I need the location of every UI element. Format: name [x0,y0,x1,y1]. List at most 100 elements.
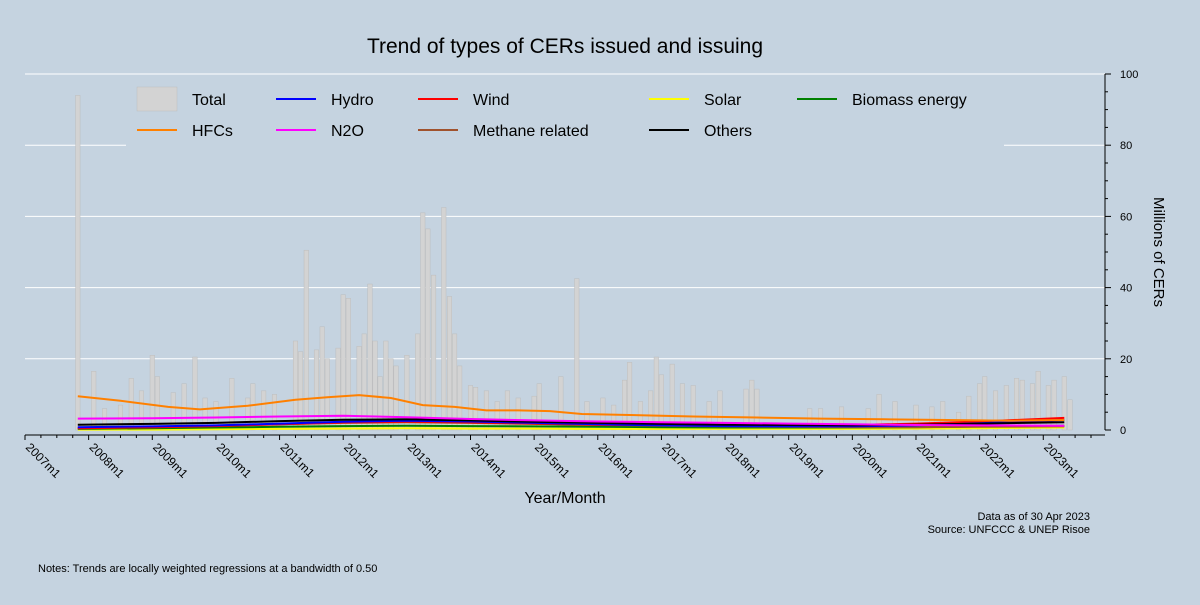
bar-total-10 [192,356,198,431]
source-note: Source: UNFCCC & UNEP Risoe [928,524,1090,536]
bar-total-56 [611,404,617,431]
x-tick-label: 2023m1 [1041,440,1082,481]
legend-label-others: Others [704,123,752,140]
bar-total-18 [292,340,298,431]
x-tick-label: 2008m1 [87,440,128,481]
bar-total-67 [717,390,723,431]
bar-total-87 [1019,379,1025,431]
data-date-note: Data as of 30 Apr 2023 [977,511,1090,523]
y-tick-label: 40 [1120,283,1132,295]
bar-total-20 [303,249,309,431]
legend-label-total: Total [192,92,226,109]
x-tick-label: 2015m1 [532,440,573,481]
x-tick-label: 2022m1 [978,440,1019,481]
bar-total-28 [361,333,367,431]
legend-label-wind: Wind [473,92,509,109]
bar-total-64 [679,383,685,431]
legend: Total Hydro Wind Solar Biomass energy HFCs N2O… [126,80,1004,148]
bar-total-19 [298,351,304,431]
bar-total-15 [250,383,256,431]
y-tick-label: 60 [1120,211,1132,223]
bar-total-83 [982,376,988,431]
x-tick-label: 2010m1 [214,440,255,481]
bar-total-89 [1035,371,1041,431]
bar-total-79 [940,401,946,431]
line-solar [77,426,1065,431]
bar-total-25 [340,294,346,431]
legend-label-n2o: N2O [331,123,364,140]
bar-total-90 [1045,385,1051,431]
y-tick-label: 0 [1120,425,1126,437]
chart-title: Trend of types of CERs issued and issuin… [367,35,763,58]
bar-total-39 [431,274,437,431]
bar-total-17 [271,394,277,431]
bar-total-36 [415,333,421,431]
bar-total-77 [913,404,919,431]
bar-total-69 [749,379,755,431]
bar-total-57 [622,379,628,431]
bar-total-40 [441,207,447,431]
bar-total-0 [75,95,81,431]
bar-total-41 [446,296,452,431]
bar-total-29 [367,283,373,431]
bar-total-52 [558,376,564,431]
y-tick-label: 100 [1120,69,1138,81]
bar-total-85 [1003,385,1009,431]
y-axis-label: Millions of CERs [1150,197,1167,307]
total-bars [75,95,1073,431]
legend-label-solar: Solar [704,92,742,109]
bar-total-76 [892,401,898,431]
bar-total-60 [648,390,654,431]
bar-total-63 [669,363,675,431]
legend-box [126,80,1004,148]
bar-total-50 [531,395,537,431]
bar-total-33 [388,358,394,431]
bar-total-92 [1061,376,1067,431]
bar-total-26 [345,298,351,431]
legend-label-biomass-energy: Biomass energy [852,92,967,109]
bar-total-81 [966,395,972,431]
bar-total-7 [154,376,160,431]
bar-total-38 [425,228,431,431]
bar-total-65 [690,385,696,431]
x-tick-label: 2013m1 [405,440,446,481]
bar-total-51 [536,383,542,431]
bar-total-30 [372,340,378,431]
trend-lines [77,394,1065,431]
bar-total-37 [420,212,426,431]
bar-total-42 [452,333,458,431]
bar-total-62 [658,374,664,431]
x-tick-label: 2021m1 [914,440,955,481]
legend-swatch-total [136,86,178,112]
x-axis-label: Year/Month [524,490,605,507]
x-tick-label: 2016m1 [596,440,637,481]
x-tick-label: 2020m1 [850,440,891,481]
notes-text: Notes: Trends are locally weighted regre… [38,563,377,575]
line-hfcs [77,394,1065,422]
legend-label-methane-related: Methane related [473,123,589,140]
line-n2o [77,414,1065,427]
bar-total-82 [977,383,983,431]
legend-label-hfcs: HFCs [192,123,233,140]
bar-total-4 [128,378,134,431]
x-tick-label: 2018m1 [723,440,764,481]
bar-total-49 [515,397,521,431]
bar-total-43 [457,365,463,431]
x-tick-label: 2007m1 [23,440,64,481]
x-tick-label: 2019m1 [787,440,828,481]
bar-total-91 [1051,379,1057,431]
bar-total-61 [653,356,659,431]
bar-total-35 [404,354,410,431]
bar-total-54 [584,401,590,431]
y-tick-label: 20 [1120,354,1132,366]
bar-total-23 [324,358,330,431]
bar-total-27 [356,346,362,431]
bar-total-75 [876,394,882,431]
bar-total-53 [574,278,580,431]
bar-total-86 [1014,378,1020,431]
y-tick-label: 80 [1120,140,1132,152]
bar-total-24 [335,347,341,431]
bar-total-84 [993,390,999,431]
